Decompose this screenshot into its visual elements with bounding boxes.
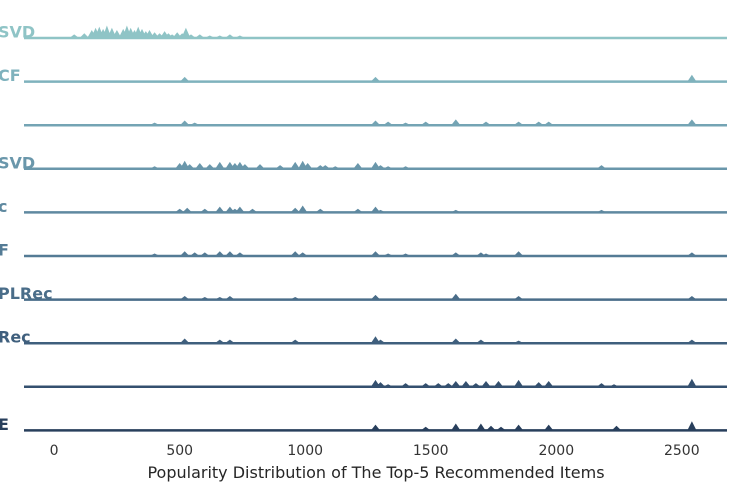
ridge-label: SVD xyxy=(0,23,35,42)
ridge-series xyxy=(24,119,727,127)
ridge-label: Rec xyxy=(0,328,31,347)
ridge-label: PLRec xyxy=(0,284,53,303)
ridge-series: SVD xyxy=(0,153,727,172)
ridge-label: c xyxy=(0,197,7,216)
ridges-group: SVD CF SVD c F PLRec Rec E xyxy=(0,23,727,434)
ridge-series: E xyxy=(0,415,727,434)
ridge-series: SVD xyxy=(0,23,727,42)
ridge-area xyxy=(24,25,727,39)
ridge-label: E xyxy=(0,415,9,434)
ridge-label: CF xyxy=(0,66,21,85)
x-tick-label: 1500 xyxy=(413,443,449,459)
x-tick-label: 2000 xyxy=(538,443,574,459)
x-axis-ticks: 0 500 1000 1500 2000 2500 xyxy=(50,443,700,459)
ridge-series: c xyxy=(0,197,727,216)
x-tick-label: 500 xyxy=(166,443,193,459)
x-axis-label: Popularity Distribution of The Top-5 Rec… xyxy=(147,463,604,482)
x-tick-label: 1000 xyxy=(287,443,323,459)
x-tick-label: 2500 xyxy=(664,443,700,459)
ridge-label: F xyxy=(0,241,9,260)
x-tick-label: 0 xyxy=(50,443,59,459)
ridge-series: Rec xyxy=(0,328,727,347)
ridge-series: F xyxy=(0,241,727,260)
ridge-series: CF xyxy=(0,66,727,85)
ridge-series xyxy=(24,378,727,389)
ridge-series: PLRec xyxy=(0,284,727,303)
ridge-label: SVD xyxy=(0,153,35,172)
